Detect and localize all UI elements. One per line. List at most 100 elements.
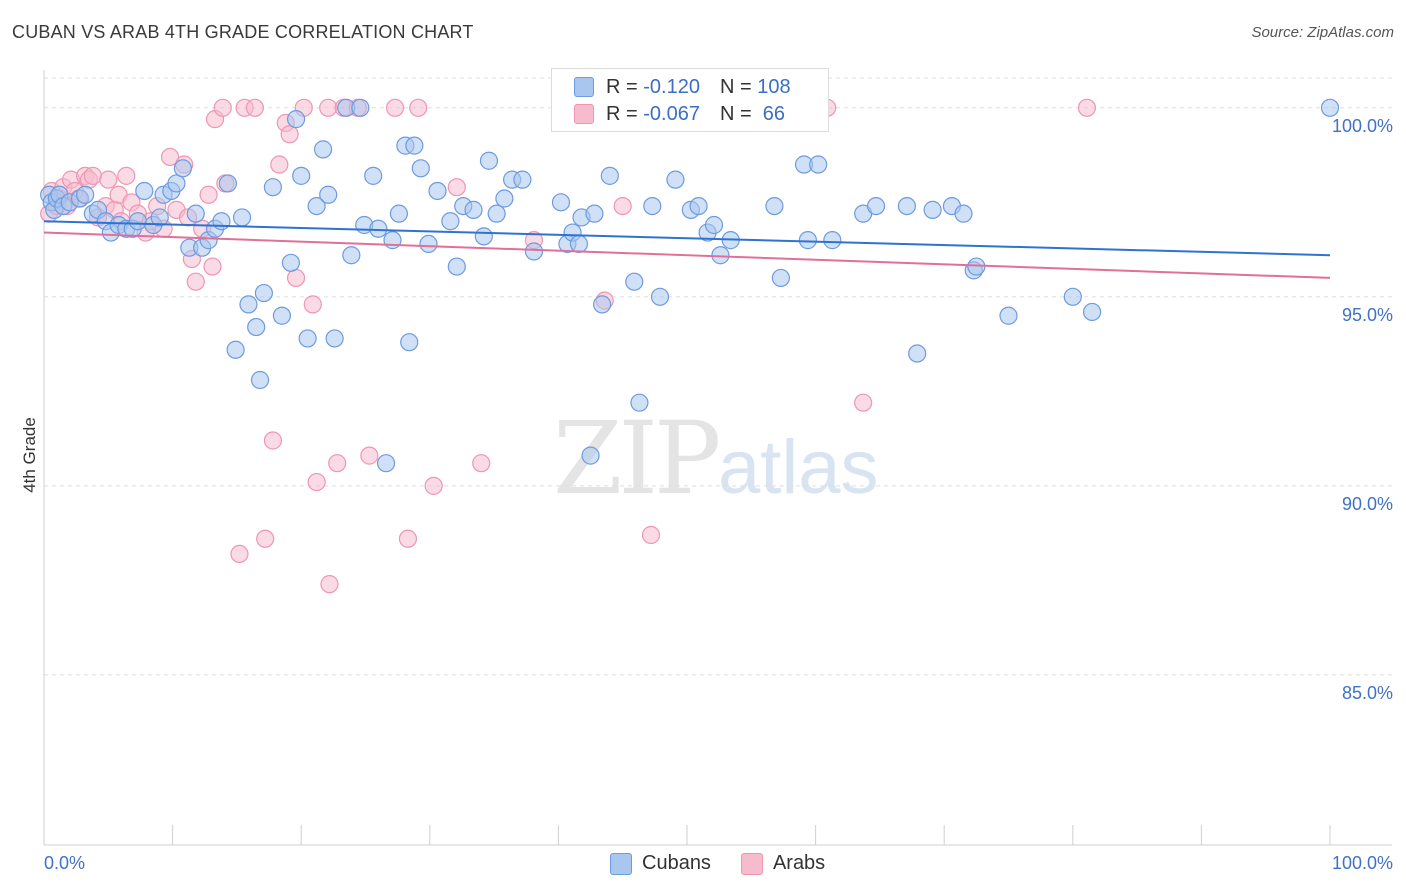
cubans-point xyxy=(150,208,169,227)
cubans-point xyxy=(218,174,237,193)
cubans-point xyxy=(593,295,612,314)
arabs-point xyxy=(280,125,299,144)
cubans-point xyxy=(254,283,274,303)
cubans-point xyxy=(771,268,790,288)
cubans-point xyxy=(76,185,95,204)
legend-row-arabs: R = -0.067 N = 66 xyxy=(574,102,785,126)
cubans-point xyxy=(405,136,424,155)
cubans-point xyxy=(551,193,571,212)
cubans-point xyxy=(630,393,649,412)
cubans-point xyxy=(569,234,589,254)
cubans-point xyxy=(823,231,842,250)
arabs-points xyxy=(40,98,1097,594)
arabs-point xyxy=(99,170,118,189)
cubans-point xyxy=(923,200,942,219)
legend-item-cubans[interactable]: Cubans xyxy=(610,852,711,875)
cubans-point xyxy=(307,196,326,216)
cubans-point xyxy=(689,196,708,216)
cubans-point xyxy=(625,272,644,291)
axes xyxy=(43,70,1392,846)
arabs-point xyxy=(472,454,491,473)
legend-row-cubans: R = -0.120 N = 108 xyxy=(574,75,791,99)
cubans-point xyxy=(212,212,231,231)
cubans-point xyxy=(135,181,154,201)
arabs-point xyxy=(307,472,326,492)
cubans-point xyxy=(411,159,430,178)
cubans-point xyxy=(495,189,514,208)
cubans-point xyxy=(581,446,600,465)
arabs-point xyxy=(199,185,218,204)
arabs-point xyxy=(303,295,322,314)
cubans-point xyxy=(250,370,270,390)
cubans-point xyxy=(247,317,266,337)
arabs-point xyxy=(263,431,283,450)
chart-title: CUBAN VS ARAB 4TH GRADE CORRELATION CHAR… xyxy=(12,22,474,42)
cubans-point xyxy=(447,257,466,276)
arabs-point xyxy=(447,178,466,197)
arabs-point xyxy=(186,272,205,291)
cubans-point xyxy=(428,181,447,201)
cubans-point xyxy=(263,178,283,197)
correlation-legend: R = -0.120 N = 108 R = -0.067 N = 66 xyxy=(551,68,829,132)
cubans-point xyxy=(325,329,344,348)
arabs-point xyxy=(398,529,418,548)
cubans-point xyxy=(319,185,338,204)
cubans-point xyxy=(351,98,370,117)
arabs-point xyxy=(328,454,347,473)
cubans-point xyxy=(479,151,499,170)
y-tick-label: 95.0% xyxy=(1342,305,1393,325)
cubans-point xyxy=(286,110,306,129)
cubans-point xyxy=(524,242,544,261)
cubans-point xyxy=(487,204,506,223)
cubans-point xyxy=(809,155,828,174)
cubans-point xyxy=(999,306,1018,325)
cubans-point xyxy=(389,204,409,223)
y-tick-label: 85.0% xyxy=(1342,683,1393,703)
cubans-point xyxy=(419,234,438,254)
cubans-point xyxy=(908,344,927,363)
arabs-point xyxy=(1077,98,1097,117)
cubans-r-value: -0.120 xyxy=(643,75,700,98)
cubans-legend-label: Cubans xyxy=(642,852,711,874)
cubans-point xyxy=(954,204,973,223)
legend-item-arabs[interactable]: Arabs xyxy=(740,852,826,875)
arabs-point xyxy=(854,393,873,412)
arabs-swatch xyxy=(574,104,594,124)
cubans-point xyxy=(585,204,604,223)
cubans-point xyxy=(866,196,886,216)
cubans-point xyxy=(281,253,301,272)
cubans-point xyxy=(313,140,333,159)
arabs-point xyxy=(641,525,661,545)
y-tick-label: 100.0% xyxy=(1332,116,1393,136)
watermark-zip: ZIP xyxy=(553,400,721,517)
arabs-legend-swatch xyxy=(740,852,763,875)
arabs-point xyxy=(270,155,289,174)
cubans-point xyxy=(376,454,396,473)
y-axis-label: 4th Grade xyxy=(20,417,39,493)
cubans-point xyxy=(765,196,784,216)
arabs-point xyxy=(409,98,428,117)
arabs-point xyxy=(320,575,339,594)
cubans-point xyxy=(897,196,917,216)
cubans-point xyxy=(186,204,205,223)
x-tick-label-left: 0.0% xyxy=(44,853,85,873)
cubans-point xyxy=(369,219,388,238)
cubans-point xyxy=(474,227,493,246)
arabs-legend-label: Arabs xyxy=(772,852,826,874)
gridlines xyxy=(44,77,1392,676)
cubans-point xyxy=(400,333,419,352)
arabs-point xyxy=(230,544,249,564)
cubans-point xyxy=(1320,98,1340,117)
arabs-r-label: R = xyxy=(606,102,644,125)
cubans-legend-swatch xyxy=(610,852,632,875)
cubans-point xyxy=(441,212,460,231)
arabs-point xyxy=(160,147,180,167)
arabs-n-value: 66 xyxy=(757,102,786,125)
arabs-point xyxy=(213,98,232,117)
source-label: Source: ZipAtlas.com xyxy=(1251,24,1394,41)
series-legend: Cubans Arabs xyxy=(610,852,855,875)
cubans-n-label: N = xyxy=(719,75,758,98)
arabs-point xyxy=(613,196,632,216)
trend-lines xyxy=(43,220,1331,279)
